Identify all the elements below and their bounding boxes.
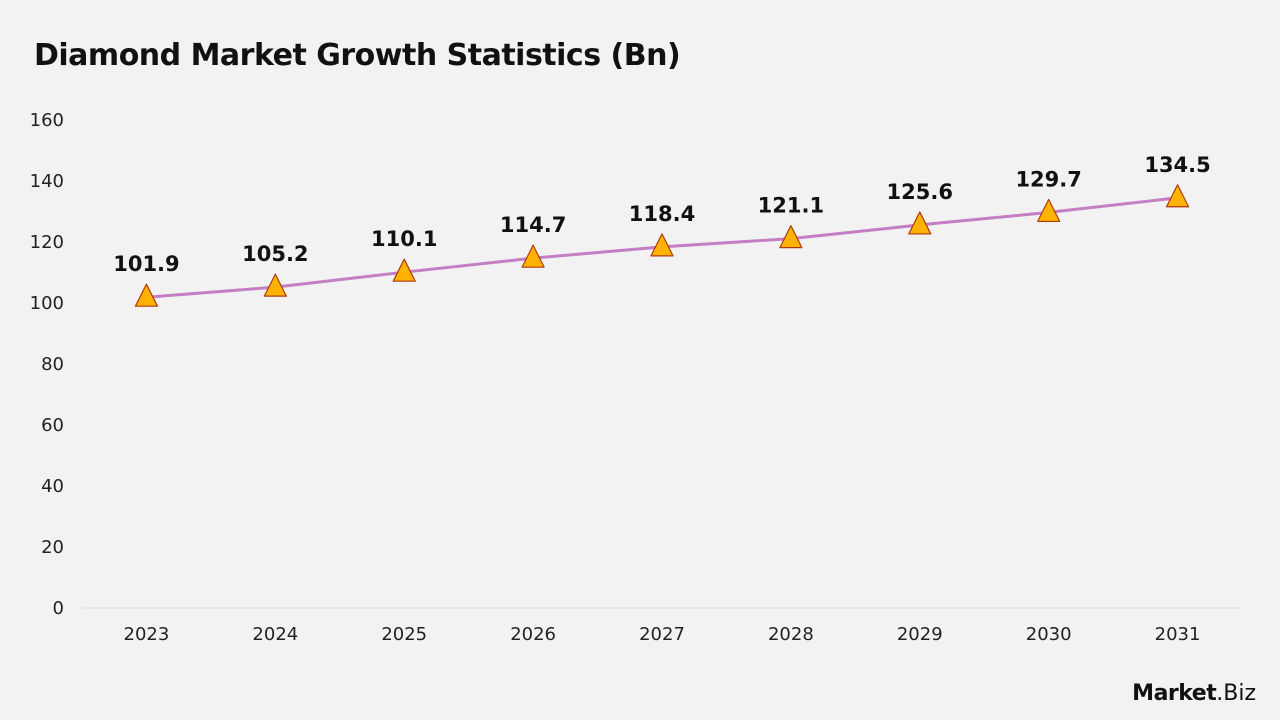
- x-tick-label: 2028: [768, 624, 814, 645]
- x-axis-ticks: 2023 2024 2025 2026 2027 2028 2029 2030 2031: [124, 624, 1201, 645]
- data-point-marker: [1037, 198, 1061, 223]
- brand-logo: Market .Biz: [1132, 681, 1256, 706]
- data-point-marker: [521, 244, 545, 268]
- data-label: 121.1: [758, 194, 824, 218]
- brand-logo-text-light: .Biz: [1216, 681, 1256, 706]
- data-label: 129.7: [1015, 167, 1081, 191]
- data-label: 101.9: [113, 252, 179, 276]
- x-tick-label: 2031: [1155, 624, 1201, 645]
- y-tick-label: 0: [53, 598, 64, 619]
- data-label: 134.5: [1144, 153, 1210, 177]
- data-point-marker: [263, 273, 287, 297]
- data-point-marker: [650, 233, 674, 257]
- y-tick-label: 160: [30, 110, 64, 131]
- series-markers: [134, 184, 1190, 307]
- data-labels: 101.9 105.2 110.1 114.7 118.4 121.1 125.6 129.7…: [113, 153, 1211, 276]
- y-axis-ticks: 0 20 40 60 80 100 120 140 160: [30, 110, 64, 619]
- data-label: 105.2: [242, 242, 308, 266]
- x-tick-label: 2030: [1026, 624, 1072, 645]
- chart-title: Diamond Market Growth Statistics (Bn): [34, 38, 681, 73]
- y-tick-label: 40: [41, 476, 64, 497]
- data-point-marker: [1165, 184, 1190, 208]
- data-label: 110.1: [371, 227, 437, 251]
- data-label: 125.6: [887, 180, 953, 204]
- y-tick-label: 100: [30, 293, 64, 314]
- y-tick-label: 120: [30, 232, 64, 253]
- y-tick-label: 140: [30, 171, 64, 192]
- x-tick-label: 2026: [510, 624, 556, 645]
- y-tick-label: 20: [41, 537, 64, 558]
- y-tick-label: 60: [41, 415, 64, 436]
- data-label: 118.4: [629, 202, 695, 226]
- x-tick-label: 2027: [639, 624, 685, 645]
- x-tick-label: 2025: [381, 624, 427, 645]
- data-point-marker: [779, 225, 803, 249]
- brand-logo-text-strong: Market: [1132, 681, 1217, 706]
- data-point-marker: [908, 211, 932, 235]
- data-point-marker: [392, 258, 416, 282]
- x-tick-label: 2029: [897, 624, 943, 645]
- x-tick-label: 2024: [252, 624, 298, 645]
- y-tick-label: 80: [41, 354, 64, 375]
- data-label: 114.7: [500, 213, 566, 237]
- data-point-marker: [134, 283, 159, 307]
- x-tick-label: 2023: [124, 624, 170, 645]
